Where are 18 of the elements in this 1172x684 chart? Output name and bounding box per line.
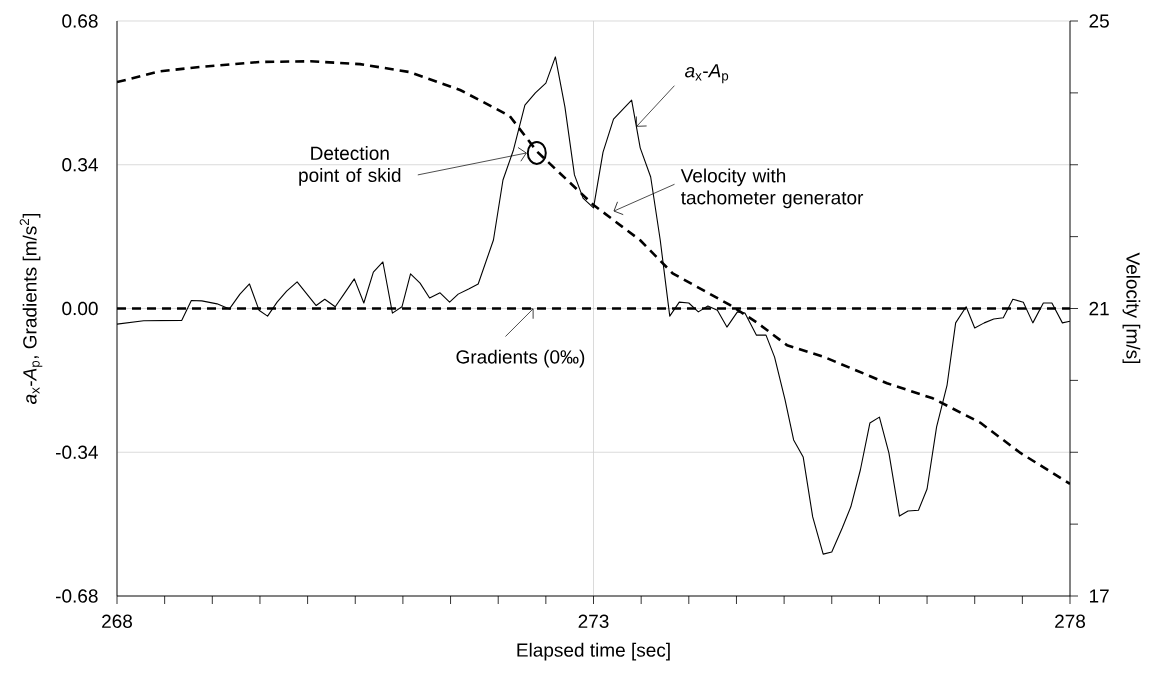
y2-tick-label: 25 (1089, 14, 1109, 28)
annotation: Velocity with tachometer generator (680, 168, 864, 209)
y-tick-label: -0.34 (56, 445, 98, 459)
x-tick-label: 268 (102, 614, 133, 628)
annotation: Gradients (0‰) (456, 349, 585, 368)
y2-tick-label: 21 (1089, 301, 1109, 316)
y2-tick-label: 17 (1090, 589, 1109, 603)
y-tick-label: -0.68 (56, 589, 98, 603)
x-tick-label: 278 (1055, 614, 1086, 628)
y-tick-label: 0.00 (62, 301, 98, 316)
x-axis-title: Elapsed time [sec] (517, 642, 670, 661)
y-tick-label: 0.68 (62, 14, 98, 28)
y2-axis-title: Velocity [m/s] (1122, 252, 1141, 364)
annotation: Detection point of skid (299, 146, 401, 186)
y-tick-label: 0.34 (62, 158, 98, 172)
annotation: a$_{x}$-A$_{p}$ (685, 64, 729, 84)
y-axis-title: a$_{x}$-A$_{p}$, Gradients [m/s$^{2}$] (19, 213, 43, 405)
x-tick-label: 273 (578, 614, 609, 628)
